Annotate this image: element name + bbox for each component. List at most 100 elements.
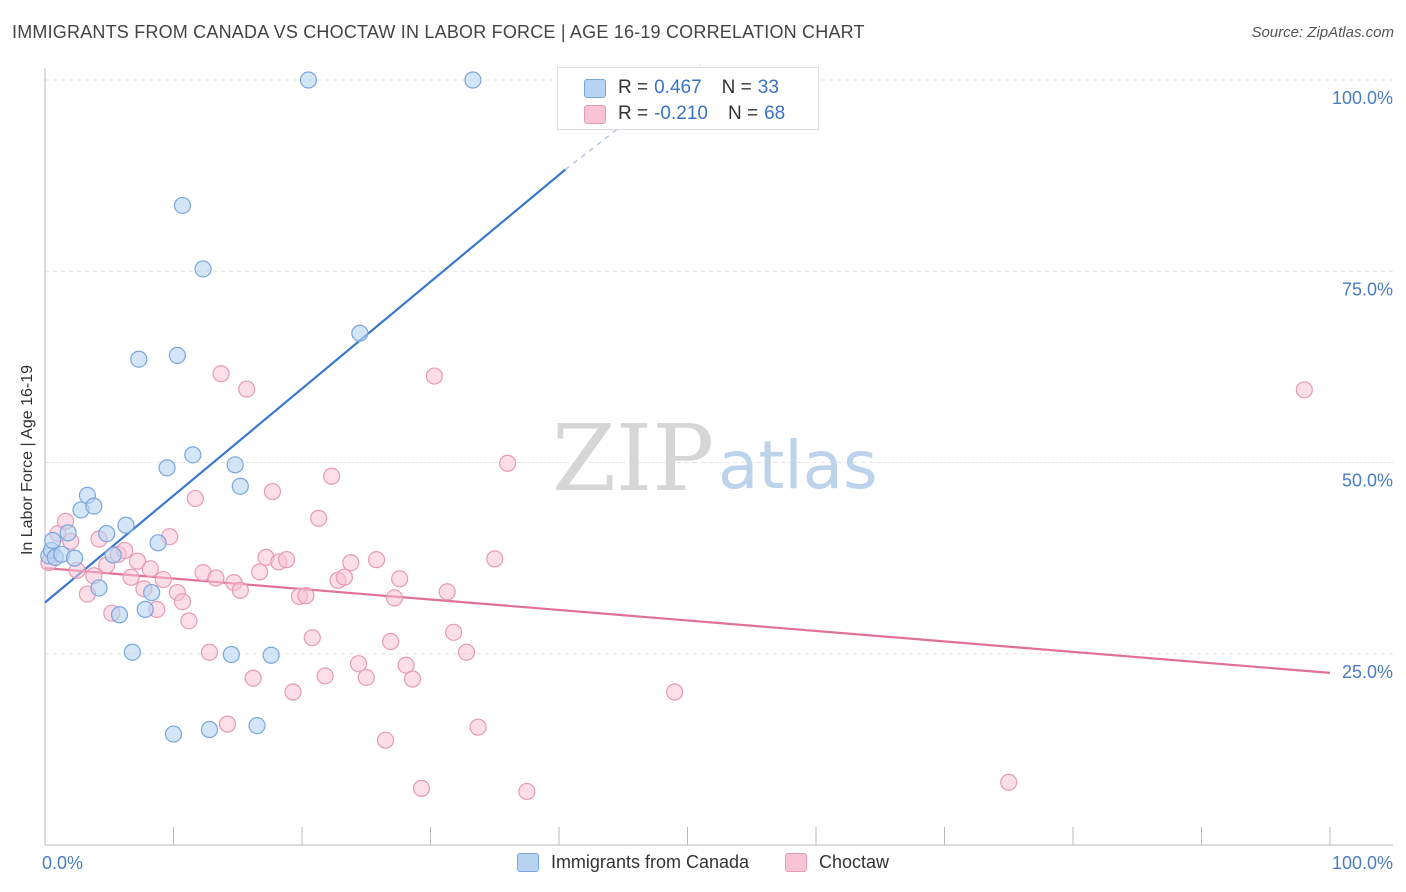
canada-point-28[interactable] [226,456,244,474]
choctaw-point-61[interactable] [469,718,487,736]
choctaw-point-26[interactable] [212,365,230,383]
choctaw-legend-label: Choctaw [819,852,890,872]
watermark-atlas: atlas [718,427,878,504]
choctaw-swatch [584,104,606,124]
canada-legend-label: Immigrants from Canada [550,852,750,872]
choctaw-point-36[interactable] [277,551,296,569]
choctaw-point-21[interactable] [180,612,198,630]
choctaw-point-29[interactable] [231,581,249,599]
canada-point-26[interactable] [200,720,219,739]
canada-point-5[interactable] [59,524,77,542]
canada-point-16[interactable] [130,350,148,368]
choctaw-point-67[interactable] [1295,381,1313,399]
canada-point-32[interactable] [299,71,318,89]
choctaw-point-20[interactable] [173,593,192,611]
x-tick-label-1: 100.0% [1332,853,1393,873]
r-label: R = [618,103,649,124]
canada-point-11[interactable] [98,525,116,543]
choctaw-point-66[interactable] [1000,773,1018,791]
canada-point-12[interactable] [104,546,122,564]
choctaw-point-42[interactable] [316,667,334,685]
choctaw-point-45[interactable] [335,568,354,586]
y-tick-label-0: 25.0% [1342,662,1393,682]
choctaw-point-63[interactable] [499,454,517,472]
choctaw-point-59[interactable] [445,623,463,641]
choctaw-point-46[interactable] [342,554,360,572]
canada-point-9[interactable] [85,497,103,515]
trend-line-choctaw [44,566,1331,674]
choctaw-point-41[interactable] [310,509,328,527]
canada-point-13[interactable] [110,606,129,624]
choctaw-point-37[interactable] [284,683,302,701]
n-label: N = [727,103,759,124]
choctaw-point-25[interactable] [207,569,225,587]
choctaw-point-31[interactable] [244,669,262,687]
choctaw-point-27[interactable] [218,715,237,733]
canada-point-23[interactable] [173,196,192,215]
series-canada-points [40,71,482,743]
choctaw-point-64[interactable] [518,782,536,801]
choctaw-point-30[interactable] [238,380,256,398]
choctaw-point-39[interactable] [297,587,315,605]
choctaw-point-55[interactable] [403,670,422,688]
choctaw-point-54[interactable] [397,656,415,674]
y-tick-label-1: 50.0% [1342,471,1393,491]
choctaw-legend-swatch [785,853,808,872]
canada-point-34[interactable] [464,71,482,89]
y-tick-labels: 25.0% 50.0% 75.0% 100.0% [1332,88,1393,682]
source-label[interactable]: Source: ZipAtlas.com [1251,24,1394,41]
canada-point-31[interactable] [262,646,280,664]
canada-point-25[interactable] [194,260,212,278]
canada-point-3[interactable] [44,531,62,550]
canada-point-30[interactable] [248,717,266,735]
choctaw-point-47[interactable] [349,655,368,673]
chart-title: IMMIGRANTS FROM CANADA VS CHOCTAW IN LAB… [12,22,865,42]
choctaw-point-58[interactable] [438,583,456,601]
canada-point-6[interactable] [65,549,84,567]
choctaw-point-32[interactable] [250,563,269,581]
choctaw-point-60[interactable] [457,643,476,661]
choctaw-point-12[interactable] [122,568,140,586]
legend-item-choctaw[interactable]: Choctaw [785,852,889,873]
choctaw-point-57[interactable] [425,367,443,385]
canada-point-29[interactable] [231,477,249,495]
legend-row-canada: R = 0.467 N = 33 [584,76,779,100]
canada-point-18[interactable] [143,583,161,602]
choctaw-n-value: 68 [764,103,786,124]
choctaw-point-62[interactable] [486,550,504,568]
canada-point-33[interactable] [351,324,369,342]
canada-point-21[interactable] [164,725,183,743]
canada-point-20[interactable] [158,459,176,477]
legend-item-canada[interactable]: Immigrants from Canada [516,852,750,873]
canada-point-17[interactable] [136,600,154,618]
choctaw-point-56[interactable] [412,779,431,797]
choctaw-point-24[interactable] [200,643,219,661]
canada-point-14[interactable] [117,516,135,534]
choctaw-point-22[interactable] [186,489,204,508]
choctaw-point-50[interactable] [376,731,395,749]
choctaw-point-51[interactable] [382,632,400,651]
canada-point-19[interactable] [149,534,167,552]
canada-point-10[interactable] [90,579,108,597]
canada-legend-swatch [516,853,539,872]
choctaw-point-49[interactable] [367,551,386,569]
x-tick-labels: 0.0% 100.0% [42,853,1393,873]
choctaw-point-15[interactable] [141,560,159,578]
choctaw-point-40[interactable] [303,629,321,647]
choctaw-point-48[interactable] [357,668,375,687]
canada-r-value: 0.467 [654,77,702,98]
choctaw-point-43[interactable] [322,467,341,485]
choctaw-point-52[interactable] [385,589,404,607]
canada-point-22[interactable] [168,346,186,364]
canada-point-15[interactable] [123,643,141,661]
canada-point-24[interactable] [184,446,202,464]
choctaw-point-13[interactable] [128,552,147,570]
choctaw-point-34[interactable] [263,482,282,501]
choctaw-point-17[interactable] [154,570,172,589]
choctaw-point-53[interactable] [391,570,409,588]
canada-point-27[interactable] [222,645,240,664]
choctaw-point-65[interactable] [666,683,684,701]
gridlines [45,79,1393,655]
correlation-legend: R = 0.467 N = 33 R = -0.210 N = 68 [557,67,819,130]
